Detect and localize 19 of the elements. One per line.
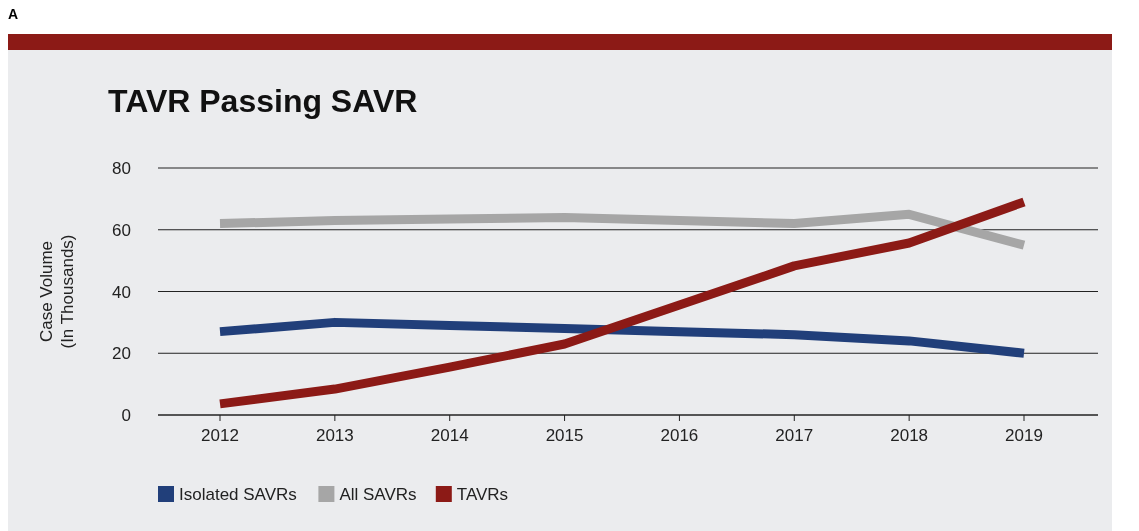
x-tick-label: 2013 bbox=[315, 426, 354, 445]
y-tick-label: 60 bbox=[112, 220, 131, 240]
x-tick-label: 2015 bbox=[545, 426, 584, 445]
y-tick-label: 20 bbox=[112, 344, 131, 364]
legend-label: All SAVRs bbox=[339, 485, 417, 504]
x-tick-label: 2012 bbox=[201, 426, 239, 445]
y-tick-label: 0 bbox=[121, 406, 131, 425]
x-tick-label: 2016 bbox=[660, 426, 699, 445]
x-tick-label: 2017 bbox=[775, 426, 814, 445]
text: A bbox=[8, 6, 19, 22]
x-tick-label: 2014 bbox=[430, 426, 469, 445]
y-axis-title: Case Volume (In Thousands) bbox=[37, 234, 77, 349]
legend-label: Isolated SAVRs bbox=[179, 485, 297, 504]
y-tick-label: 40 bbox=[112, 282, 131, 302]
x-tick-label: 2018 bbox=[890, 426, 929, 445]
y-tick-label: 80 bbox=[112, 159, 131, 178]
x-tick-label: 2019 bbox=[1005, 426, 1043, 445]
legend-label: TAVRs bbox=[456, 485, 509, 504]
chart-title: TAVR Passing SAVR bbox=[108, 83, 418, 119]
